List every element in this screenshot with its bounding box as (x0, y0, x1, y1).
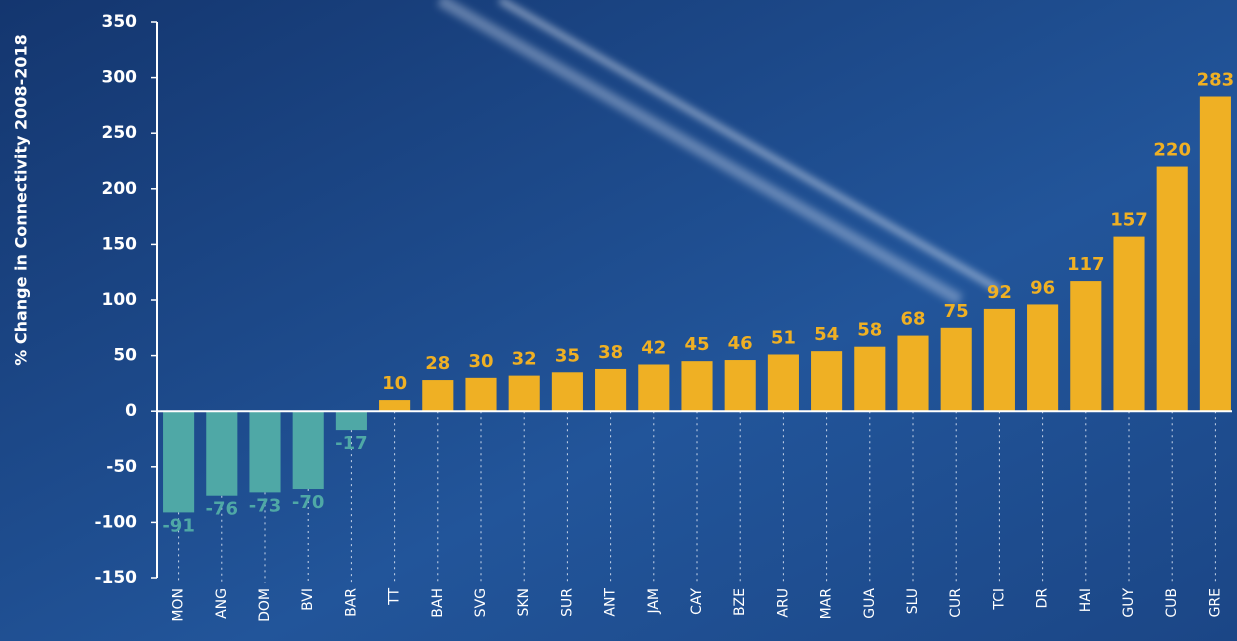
x-tick-label: SUR (559, 588, 575, 617)
x-tick-label: DOM (257, 588, 273, 622)
bar (551, 372, 583, 412)
x-tick-label: SLU (905, 588, 921, 614)
bar (163, 411, 195, 513)
y-tick-label: 200 (102, 179, 138, 199)
bar (724, 360, 756, 412)
bar (1027, 304, 1059, 412)
x-tick-label: SVG (473, 588, 489, 617)
data-label: 45 (684, 334, 709, 355)
x-tick-label: MAR (819, 588, 835, 620)
y-tick-label: -50 (106, 457, 137, 477)
data-label: -91 (162, 515, 195, 536)
y-tick-label: 250 (102, 123, 138, 143)
data-label: 75 (944, 301, 969, 322)
bar (379, 400, 411, 412)
contrail (498, 0, 1002, 293)
data-label: 30 (468, 351, 493, 372)
x-tick-label: CAY (689, 588, 705, 615)
data-label: -73 (249, 495, 282, 516)
x-tick-label: BAH (430, 588, 446, 618)
y-tick-label: 300 (102, 68, 138, 88)
x-tick-label: HAI (1078, 588, 1094, 612)
x-tick-label: BVI (300, 588, 316, 611)
data-label: 117 (1067, 254, 1105, 275)
data-label: 35 (555, 345, 580, 366)
data-label: 58 (857, 320, 882, 341)
x-tick-label: MON (171, 588, 187, 622)
data-label: 42 (641, 337, 666, 358)
bar (767, 354, 799, 412)
bar (1199, 96, 1231, 412)
bar (249, 411, 281, 493)
x-tick-label: GRE (1207, 588, 1223, 617)
bar (983, 308, 1015, 412)
data-label: 283 (1197, 70, 1235, 91)
x-tick-label: ANG (214, 588, 230, 619)
y-tick-label: 150 (102, 234, 138, 254)
bar (940, 327, 972, 412)
y-tick-label: 100 (102, 290, 138, 310)
x-tick-label: GUY (1121, 588, 1137, 618)
bar (811, 351, 843, 412)
bar (595, 368, 627, 412)
x-tick-label: BAR (343, 588, 359, 617)
y-tick-label: 0 (125, 401, 137, 421)
y-tick-label: -150 (94, 568, 137, 588)
bar (854, 346, 886, 412)
bar (1070, 281, 1102, 412)
bar (206, 411, 238, 496)
bar (1113, 236, 1145, 412)
x-tick-label: ARU (775, 588, 791, 618)
data-label: 28 (425, 353, 450, 374)
contrail (437, 0, 963, 306)
data-label: 96 (1030, 277, 1055, 298)
data-label: 157 (1110, 210, 1148, 231)
bar (681, 361, 713, 412)
data-label: 38 (598, 342, 623, 363)
x-tick-label: CUR (948, 588, 964, 618)
x-tick-label: ANT (603, 588, 619, 617)
data-label: 46 (728, 333, 753, 354)
data-label: -17 (335, 433, 368, 454)
bar (897, 335, 929, 412)
bar (465, 377, 497, 412)
y-axis-label: % Change in Connectivity 2008-2018 (12, 34, 31, 366)
data-label: -76 (206, 499, 239, 520)
bar (292, 411, 324, 490)
data-label: 220 (1153, 140, 1191, 161)
data-label: 68 (900, 309, 925, 330)
x-tick-label: JAM (646, 588, 662, 615)
x-tick-label: GUA (862, 588, 878, 619)
x-tick-label: TT (387, 588, 403, 606)
x-tick-label: BZE (732, 588, 748, 616)
data-label: 92 (987, 282, 1012, 303)
bar (335, 411, 367, 431)
bar (638, 364, 670, 412)
data-label: 54 (814, 324, 839, 345)
data-label: -70 (292, 492, 325, 513)
data-label: 10 (382, 373, 407, 394)
bar (508, 375, 540, 412)
y-tick-label: 350 (102, 12, 138, 32)
x-tick-label: SKN (516, 588, 532, 617)
y-tick-label: -100 (94, 512, 137, 532)
x-tick-label: TCI (991, 588, 1007, 611)
y-tick-label: 50 (113, 346, 137, 366)
data-label: 32 (512, 349, 537, 370)
bar (1156, 166, 1188, 412)
x-tick-label: DR (1035, 588, 1051, 609)
x-tick-label: CUB (1164, 588, 1180, 618)
bar (422, 380, 454, 412)
data-label: 51 (771, 327, 796, 348)
